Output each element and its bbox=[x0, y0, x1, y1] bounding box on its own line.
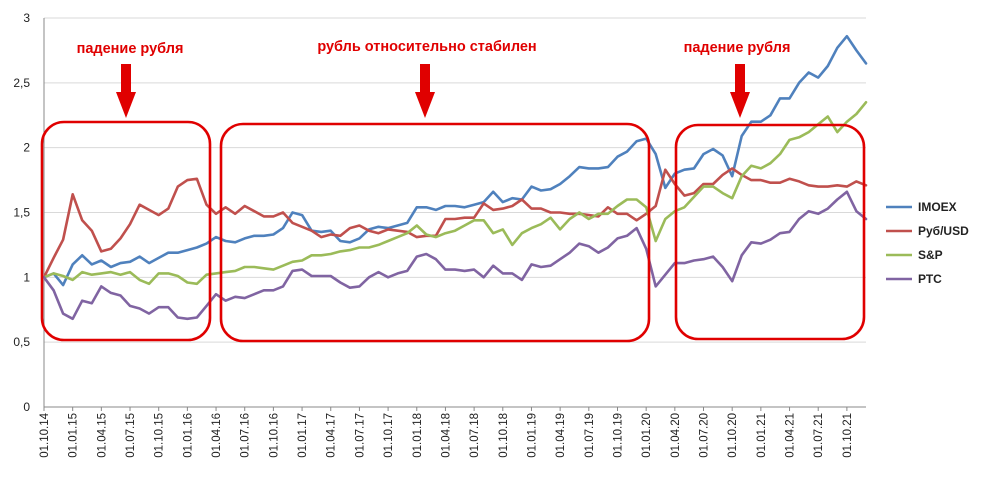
x-tick-label: 01.04.15 bbox=[96, 413, 108, 458]
x-tick-label: 01.10.18 bbox=[498, 413, 510, 458]
y-tick-label: 2,5 bbox=[13, 76, 30, 90]
legend-label: РТС bbox=[918, 272, 942, 286]
x-tick-label: 01.07.20 bbox=[699, 413, 711, 458]
arrow-shaft bbox=[121, 64, 131, 94]
annotation-label: падение рубля bbox=[684, 40, 791, 56]
annotation-label: рубль относительно стабилен bbox=[317, 39, 536, 55]
x-tick-label: 01.10.15 bbox=[154, 413, 166, 458]
down-arrow-icon bbox=[730, 92, 750, 118]
series-line-s-p bbox=[42, 101, 868, 286]
arrow-shaft bbox=[735, 64, 745, 94]
x-tick-label: 01.04.21 bbox=[785, 413, 797, 458]
x-tick-label: 01.10.20 bbox=[727, 413, 739, 458]
annotation-box bbox=[40, 120, 212, 342]
arrow-shaft bbox=[420, 64, 430, 94]
x-tick-label: 01.07.21 bbox=[813, 413, 825, 458]
x-tick-label: 01.10.16 bbox=[268, 413, 280, 458]
series-lines bbox=[42, 34, 868, 321]
x-tick-label: 01.01.19 bbox=[526, 413, 538, 458]
x-tick-label: 01.10.21 bbox=[842, 413, 854, 458]
y-tick-label: 0 bbox=[23, 400, 30, 414]
x-tick-label: 01.04.20 bbox=[670, 413, 682, 458]
x-tick-label: 01.01.17 bbox=[297, 413, 309, 458]
legend-label: IMOEX bbox=[918, 200, 957, 214]
annotation-label: падение рубля bbox=[77, 41, 184, 57]
annotation-box bbox=[219, 122, 651, 343]
x-tick-label: 01.01.20 bbox=[641, 413, 653, 458]
x-tick-label: 01.07.16 bbox=[240, 413, 252, 458]
x-tick-label: 01.01.16 bbox=[182, 413, 194, 458]
x-tick-label: 01.10.17 bbox=[383, 413, 395, 458]
down-arrow-icon bbox=[116, 92, 136, 118]
x-tick-label: 01.04.19 bbox=[555, 413, 567, 458]
x-tick-label: 01.01.15 bbox=[68, 413, 80, 458]
axes: 0 0,5 1 1,5 2 2,5 3 01.10.14 01.01.15 01.04.15 01.… bbox=[13, 11, 854, 458]
y-tick-label: 3 bbox=[23, 11, 30, 25]
x-tick-label: 01.07.17 bbox=[354, 413, 366, 458]
legend-label: S&P bbox=[918, 248, 943, 262]
legend: IMOEX Руб/USD S&P РТС bbox=[886, 200, 969, 286]
annotations: падение рубля рубль относительно стабилен… bbox=[40, 39, 866, 343]
y-tick-label: 1 bbox=[23, 270, 30, 284]
series-line-руб-usd bbox=[42, 167, 868, 279]
x-tick-label: 01.07.15 bbox=[125, 413, 137, 458]
x-tick-label: 01.07.18 bbox=[469, 413, 481, 458]
x-tick-label: 01.10.14 bbox=[39, 412, 51, 457]
down-arrow-icon bbox=[415, 92, 435, 118]
y-tick-label: 2 bbox=[23, 141, 30, 155]
annotation-box bbox=[674, 123, 866, 341]
x-tick-label: 01.10.19 bbox=[612, 413, 624, 458]
series-line-ртс bbox=[42, 190, 868, 321]
legend-label: Руб/USD bbox=[918, 224, 969, 238]
x-tick-label: 01.01.18 bbox=[412, 413, 424, 458]
x-tick-label: 01.04.18 bbox=[440, 413, 452, 458]
y-tick-label: 0,5 bbox=[13, 335, 30, 349]
x-tick-label: 01.01.21 bbox=[756, 413, 768, 458]
x-tick-label: 01.04.17 bbox=[326, 413, 338, 458]
x-tick-label: 01.07.19 bbox=[584, 413, 596, 458]
y-tick-label: 1,5 bbox=[13, 206, 30, 220]
x-tick-label: 01.04.16 bbox=[211, 413, 223, 458]
